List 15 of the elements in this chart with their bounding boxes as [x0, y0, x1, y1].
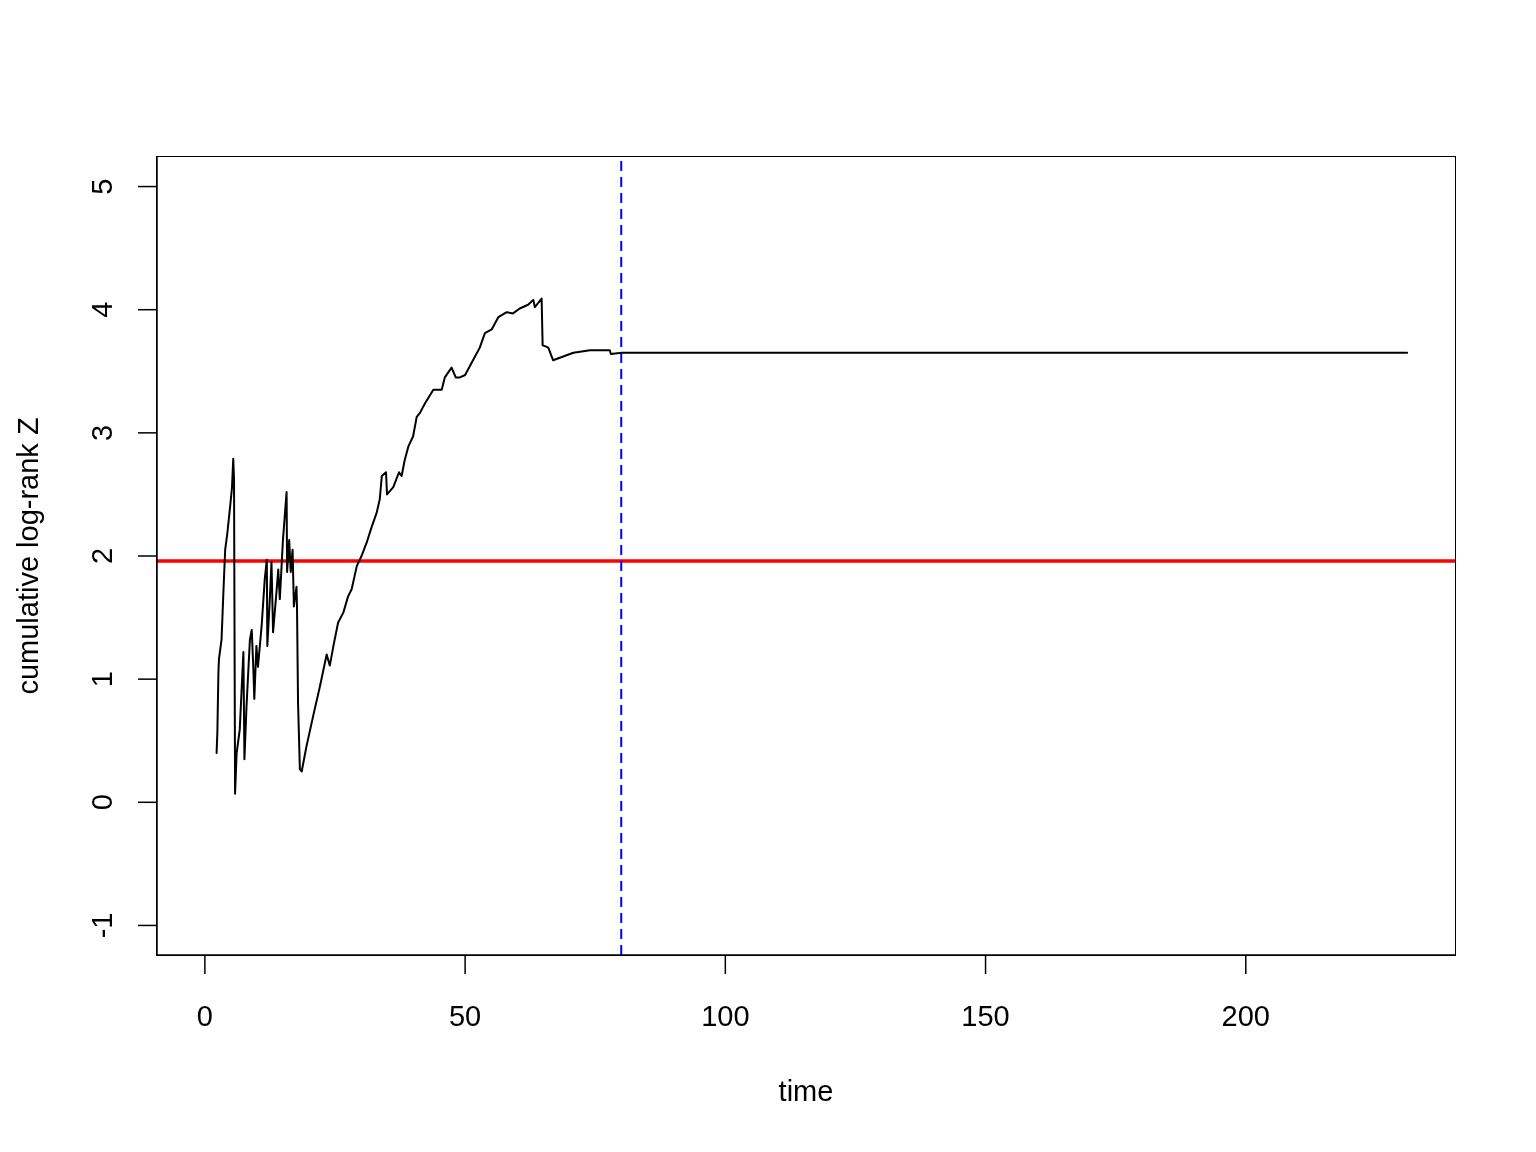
y-tick-label: 3: [86, 424, 118, 441]
x-tick-label: 150: [961, 999, 1010, 1032]
x-axis-title: time: [778, 1075, 834, 1107]
x-tick-label: 100: [701, 999, 750, 1032]
y-tick-label: -1: [86, 912, 118, 939]
y-tick-label: 5: [86, 178, 118, 195]
x-tick-label: 0: [196, 999, 213, 1032]
x-tick-label: 200: [1221, 999, 1270, 1032]
y-tick-label: 0: [86, 794, 118, 811]
y-tick-label: 4: [86, 301, 118, 318]
y-axis-title: cumulative log-rank Z: [12, 417, 45, 695]
y-tick-label: 1: [86, 671, 118, 688]
x-tick-label: 50: [448, 999, 482, 1032]
y-tick-label: 2: [86, 547, 118, 565]
line-series: [215, 297, 1409, 795]
